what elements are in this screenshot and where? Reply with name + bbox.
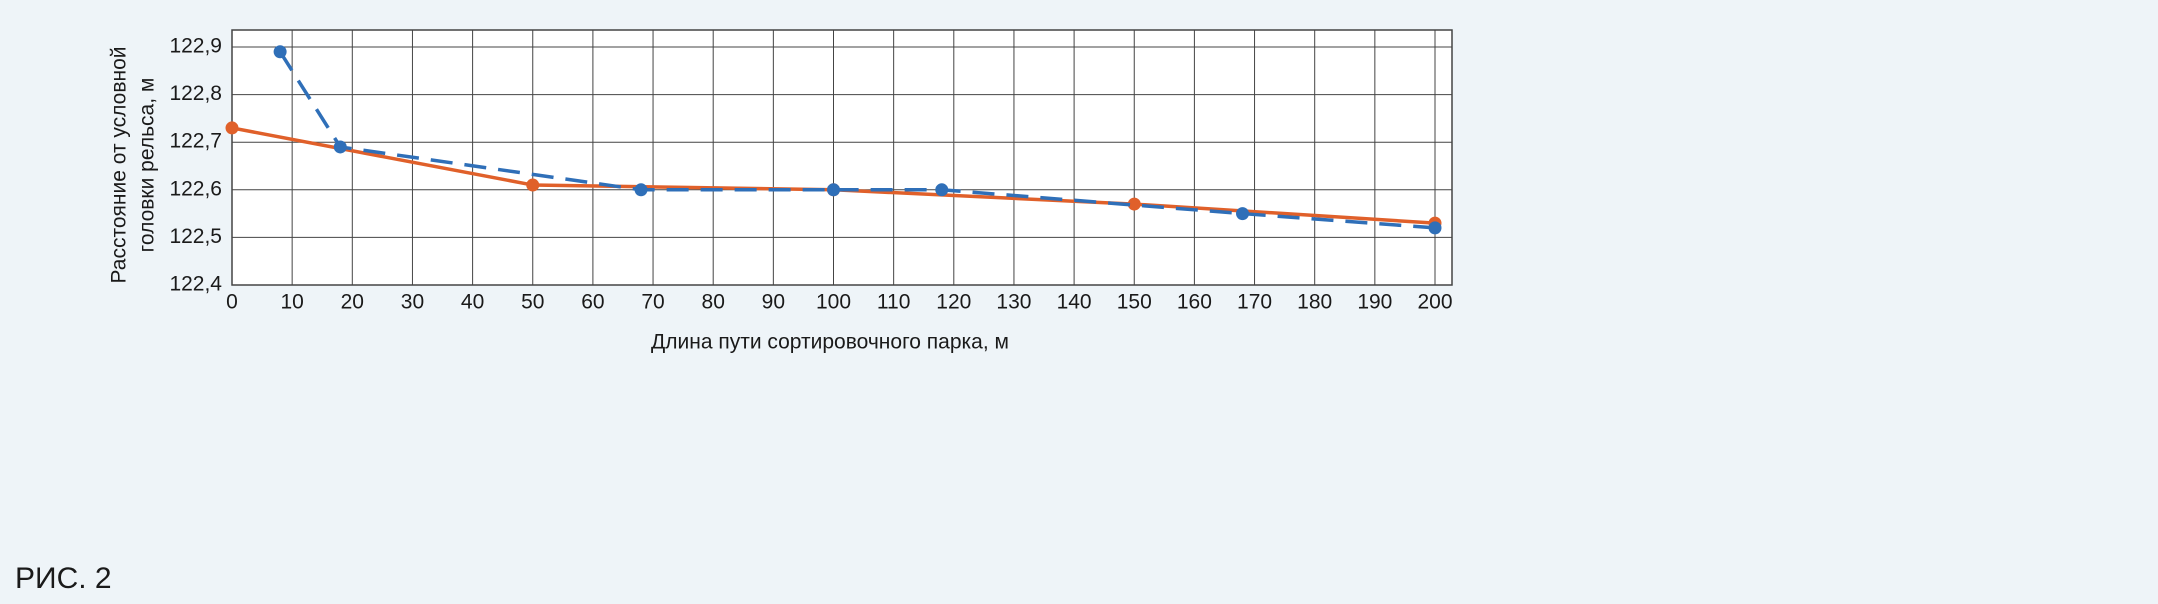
x-tick-label: 150: [1117, 291, 1152, 314]
plot-frame: [231, 29, 1453, 286]
x-tick-label: 200: [1417, 291, 1452, 314]
x-tick-label: 70: [641, 291, 664, 314]
point-marker: [1127, 197, 1141, 211]
y-tick-label: 122,7: [169, 130, 222, 153]
x-tick-label: 160: [1177, 291, 1212, 314]
x-tick-label: 120: [936, 291, 971, 314]
x-axis-title: Длина пути сортировочного парка, м: [651, 331, 1009, 354]
x-tick-label: 90: [762, 291, 785, 314]
x-tick-label: 10: [280, 291, 303, 314]
x-tick-label: 170: [1237, 291, 1272, 314]
x-tick-label: 0: [226, 291, 238, 314]
point-marker: [526, 178, 540, 192]
y-axis-title: Расстояние от условной: [108, 46, 131, 283]
x-tick-label: 110: [877, 291, 910, 314]
x-tick-label: 60: [581, 291, 604, 314]
point-marker: [1236, 207, 1250, 221]
figure-caption: РИС. 2: [15, 562, 112, 595]
x-tick-label: 80: [702, 291, 725, 314]
x-tick-label: 30: [401, 291, 424, 314]
x-tick-label: 190: [1357, 291, 1392, 314]
point-marker: [935, 183, 949, 197]
point-marker: [827, 183, 840, 197]
point-marker: [273, 45, 287, 59]
x-tick-label: 50: [521, 291, 544, 314]
y-tick-label: 122,4: [169, 273, 222, 296]
y-tick-label: 122,8: [169, 82, 222, 105]
x-tick-label: 100: [816, 291, 851, 314]
y-tick-label: 122,5: [169, 225, 222, 248]
x-tick-label: 130: [996, 291, 1031, 314]
point-marker: [225, 121, 239, 135]
x-tick-label: 180: [1297, 291, 1332, 314]
x-tick-label: 140: [1057, 291, 1092, 314]
grid: 0 10 20 30 40 50 60 70 80 90 100 110 120 130 140 150 160…: [169, 30, 1453, 314]
y-tick-label: 122,6: [169, 177, 222, 200]
y-axis-title: головки рельса, м: [136, 78, 159, 253]
point-marker: [333, 140, 347, 154]
series: [225, 45, 1442, 235]
x-tick-label: 40: [461, 291, 484, 314]
y-tick-label: 122,9: [169, 35, 222, 58]
point-marker: [634, 183, 648, 197]
point-marker: [1428, 221, 1442, 235]
x-tick-label: 20: [341, 291, 364, 314]
